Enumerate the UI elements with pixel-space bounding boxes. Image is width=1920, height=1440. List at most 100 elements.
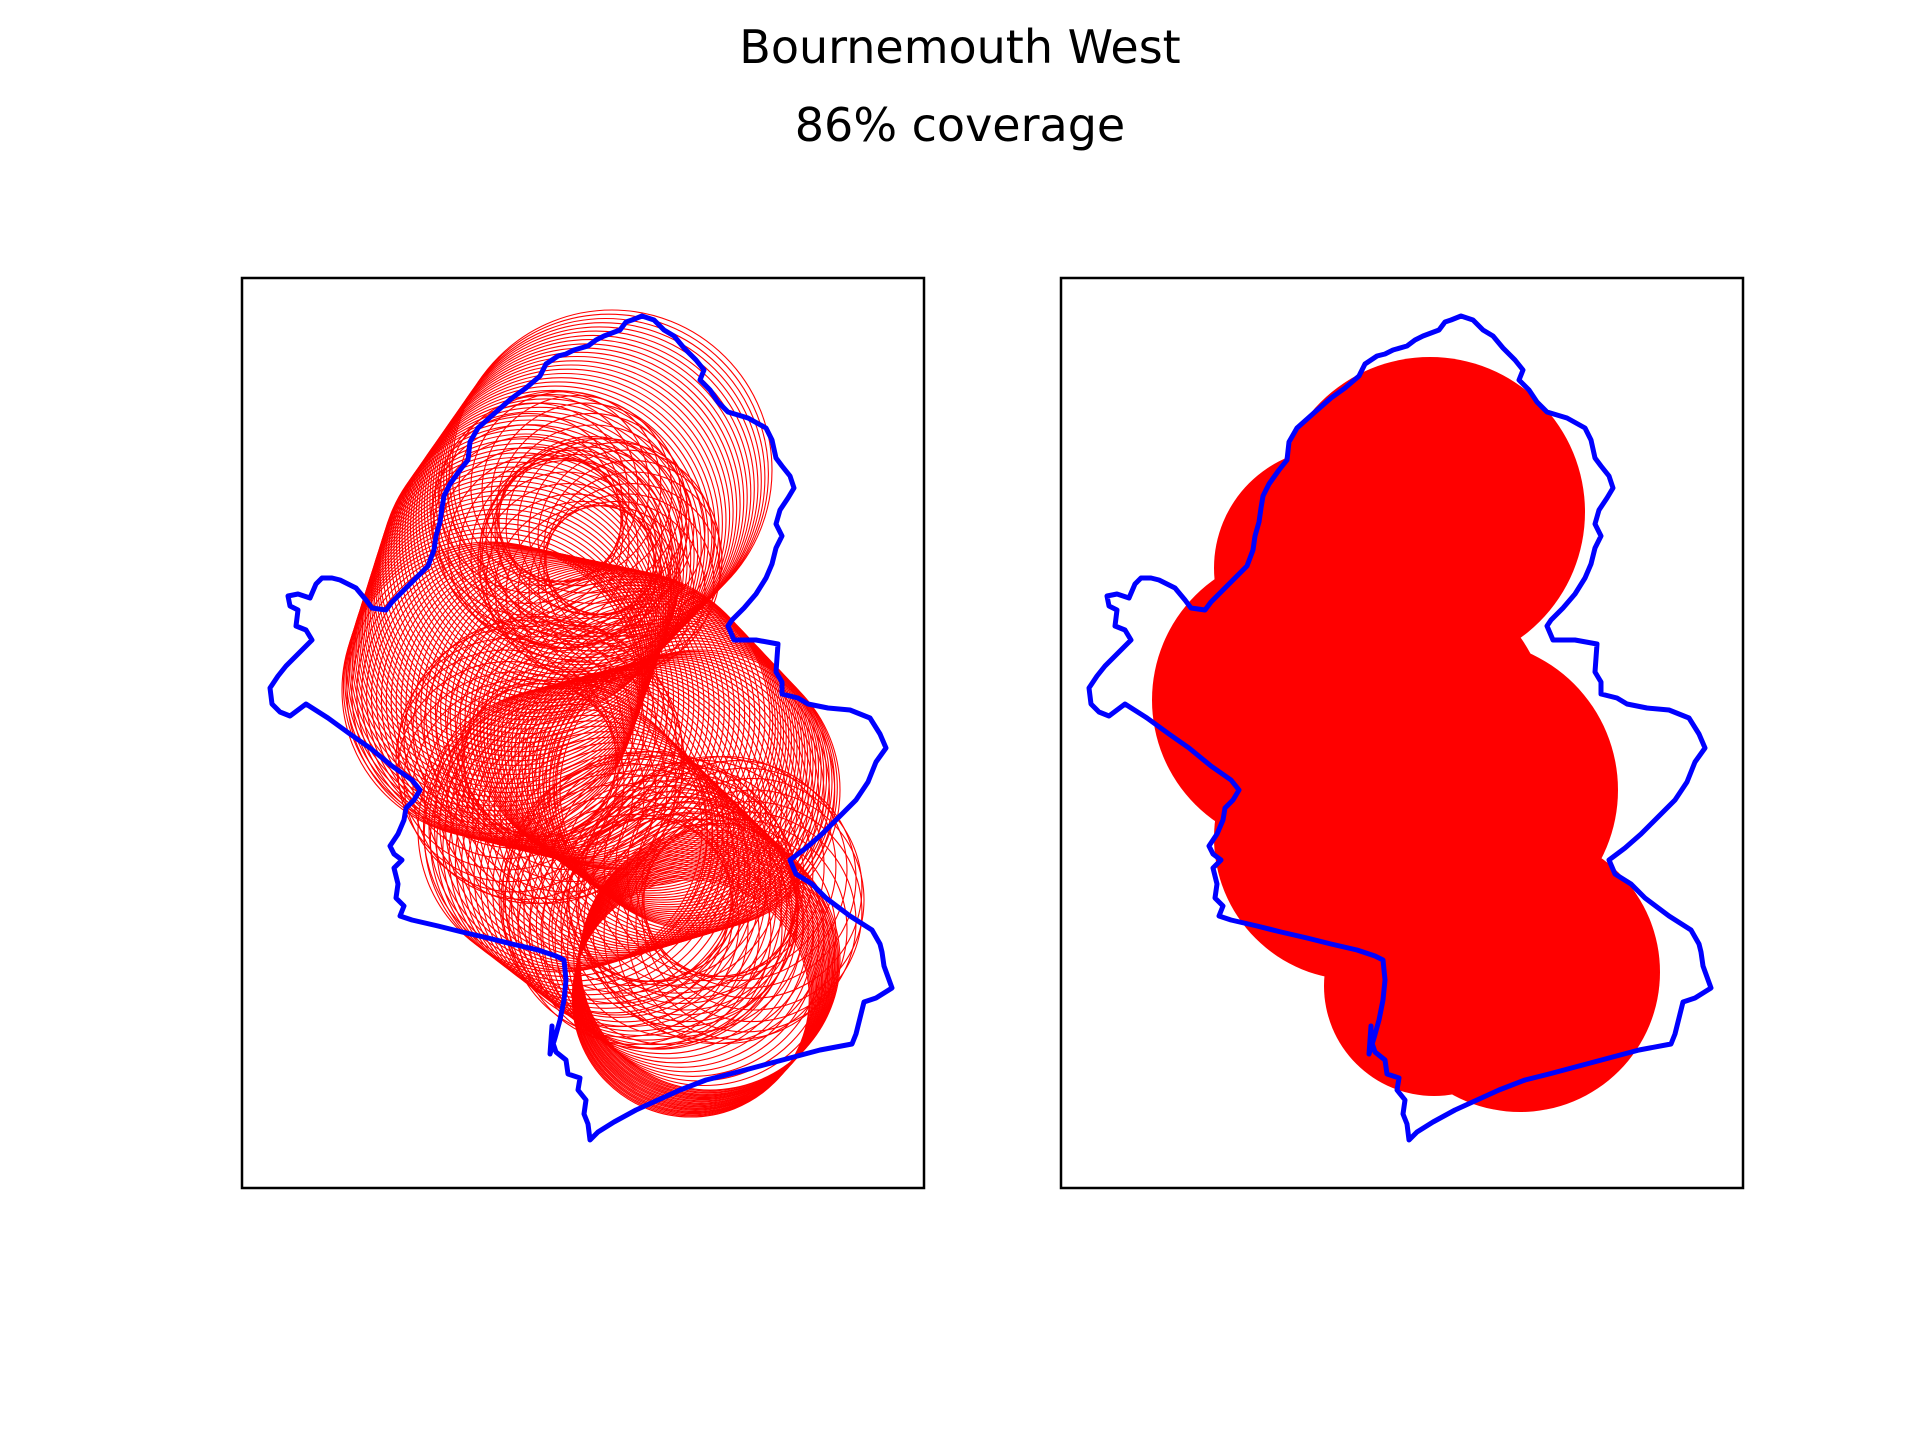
coverage-circle-outline xyxy=(494,500,672,678)
constituency-boundary-right xyxy=(1086,313,1714,1143)
coverage-circle-outline xyxy=(615,822,837,1045)
coverage-circle-outline xyxy=(559,649,841,931)
coverage-circle-outline xyxy=(635,767,857,989)
coverage-circle-outline xyxy=(548,652,830,934)
coverage-circle-outline xyxy=(566,796,798,1028)
coverage-circle-outline xyxy=(396,394,702,700)
coverage-circles-outline xyxy=(341,309,865,1118)
coverage-circle-outline xyxy=(524,618,814,908)
coverage-circle-outline xyxy=(451,309,773,631)
coverage-circle-outline xyxy=(545,471,723,649)
coverage-circle-filled xyxy=(1366,790,1586,1010)
coverage-circle-outline xyxy=(510,662,793,946)
outline-panel xyxy=(267,309,895,1143)
coverage-circle-outline xyxy=(543,459,721,637)
coverage-circle-outline xyxy=(493,667,777,950)
coverage-circle-outline xyxy=(499,665,783,949)
coverage-circle-outline xyxy=(455,671,677,893)
coverage-circle-outline xyxy=(577,777,799,999)
coverage-circle-outline xyxy=(517,437,695,616)
coverage-circle-outline xyxy=(551,755,783,987)
coverage-circles-filled xyxy=(1152,357,1660,1112)
coverage-circle-outline xyxy=(592,760,814,982)
coverage-circle-outline xyxy=(461,637,683,859)
coverage-circle-outline xyxy=(528,442,706,620)
coverage-circle-outline xyxy=(542,634,828,919)
coverage-circle-outline xyxy=(477,471,655,649)
coverage-circle-outline xyxy=(446,678,668,900)
coverage-circle-outline xyxy=(528,750,760,983)
coverage-circle-outline xyxy=(423,682,645,905)
coverage-circle-outline xyxy=(366,461,667,762)
coverage-circle-outline xyxy=(494,442,672,620)
coverage-circle-outline xyxy=(437,330,755,648)
coverage-circle-outline xyxy=(496,412,688,604)
coverage-circle-outline xyxy=(528,500,706,678)
coverage-circle-outline xyxy=(555,646,838,929)
coverage-circle-outline xyxy=(445,317,766,638)
coverage-circle-outline xyxy=(577,801,799,1023)
coverage-circle-outline xyxy=(486,584,785,883)
coverage-circle-outline xyxy=(592,818,814,1040)
filled-panel xyxy=(1086,313,1714,1143)
coverage-circle-outline xyxy=(641,777,863,999)
coverage-circle-outline xyxy=(641,801,863,1023)
coverage-circle-outline xyxy=(505,437,683,616)
constituency-boundary-left xyxy=(267,313,895,1143)
left-panel-frame xyxy=(240,276,926,1190)
coverage-circle-outline xyxy=(517,755,749,987)
coverage-circle-outline xyxy=(467,731,746,1009)
coverage-circle-outline xyxy=(435,615,657,838)
coverage-circle-outline xyxy=(446,620,668,842)
coverage-circle-outline xyxy=(403,671,625,893)
coverage-circle-outline xyxy=(412,620,634,842)
right-panel-frame xyxy=(1059,276,1745,1190)
coverage-circle-outline xyxy=(626,760,848,982)
coverage-circle-outline xyxy=(502,796,734,1028)
coverage-circle-outline xyxy=(517,813,749,1045)
coverage-circle-outline xyxy=(488,668,772,952)
coverage-circle-outline xyxy=(397,637,619,859)
coverage-circle-outline xyxy=(461,661,683,883)
coverage-circle-outline xyxy=(403,627,625,849)
coverage-circle-outline xyxy=(454,720,735,1000)
coverage-circle-outline xyxy=(537,449,715,627)
coverage-circle-outline xyxy=(463,649,685,871)
coverage-circle-outline xyxy=(603,822,825,1045)
coverage-circle-outline xyxy=(543,483,721,661)
coverage-circle-outline xyxy=(415,364,727,676)
coverage-circle-outline xyxy=(500,784,732,1016)
coverage-circle-outline xyxy=(583,811,805,1033)
coverage-circle-outline xyxy=(423,615,645,838)
coverage-circle-outline xyxy=(485,449,663,627)
coverage-circle-outline xyxy=(466,674,751,959)
coverage-circle-outline xyxy=(626,818,848,1040)
coverage-circle-outline xyxy=(500,597,795,892)
coverage-circle-outline xyxy=(603,755,825,978)
coverage-circle-outline xyxy=(481,395,673,587)
coverage-circle-outline xyxy=(479,483,657,661)
figure-title: Bournemouth West xyxy=(739,20,1181,74)
coverage-circle-outline xyxy=(481,453,673,645)
coverage-circle-outline xyxy=(575,789,797,1011)
coverage-circle-outline xyxy=(508,762,740,994)
coverage-circle-outline xyxy=(473,736,751,1014)
coverage-circle-outline xyxy=(643,789,865,1011)
coverage-circle-outline xyxy=(435,682,657,905)
coverage-circle-outline xyxy=(508,806,740,1038)
coverage-circle-outline xyxy=(458,390,650,583)
coverage-circle-outline xyxy=(479,459,657,637)
coverage-circle-outline xyxy=(470,390,662,583)
coverage-circle-outline xyxy=(568,784,800,1016)
coverage-circle-outline xyxy=(551,813,783,1045)
coverage-circle-outline xyxy=(412,678,634,900)
coverage-circle-outline xyxy=(395,649,617,871)
coverage-circle-outline xyxy=(528,817,760,1050)
coverage-subtitle: 86% coverage xyxy=(794,98,1126,152)
coverage-circle-outline xyxy=(553,650,836,933)
coverage-circle-outline xyxy=(459,567,761,869)
coverage-circle-outline xyxy=(455,627,677,849)
coverage-circle-outline xyxy=(440,326,759,645)
coverage-circle-outline xyxy=(571,879,810,1118)
